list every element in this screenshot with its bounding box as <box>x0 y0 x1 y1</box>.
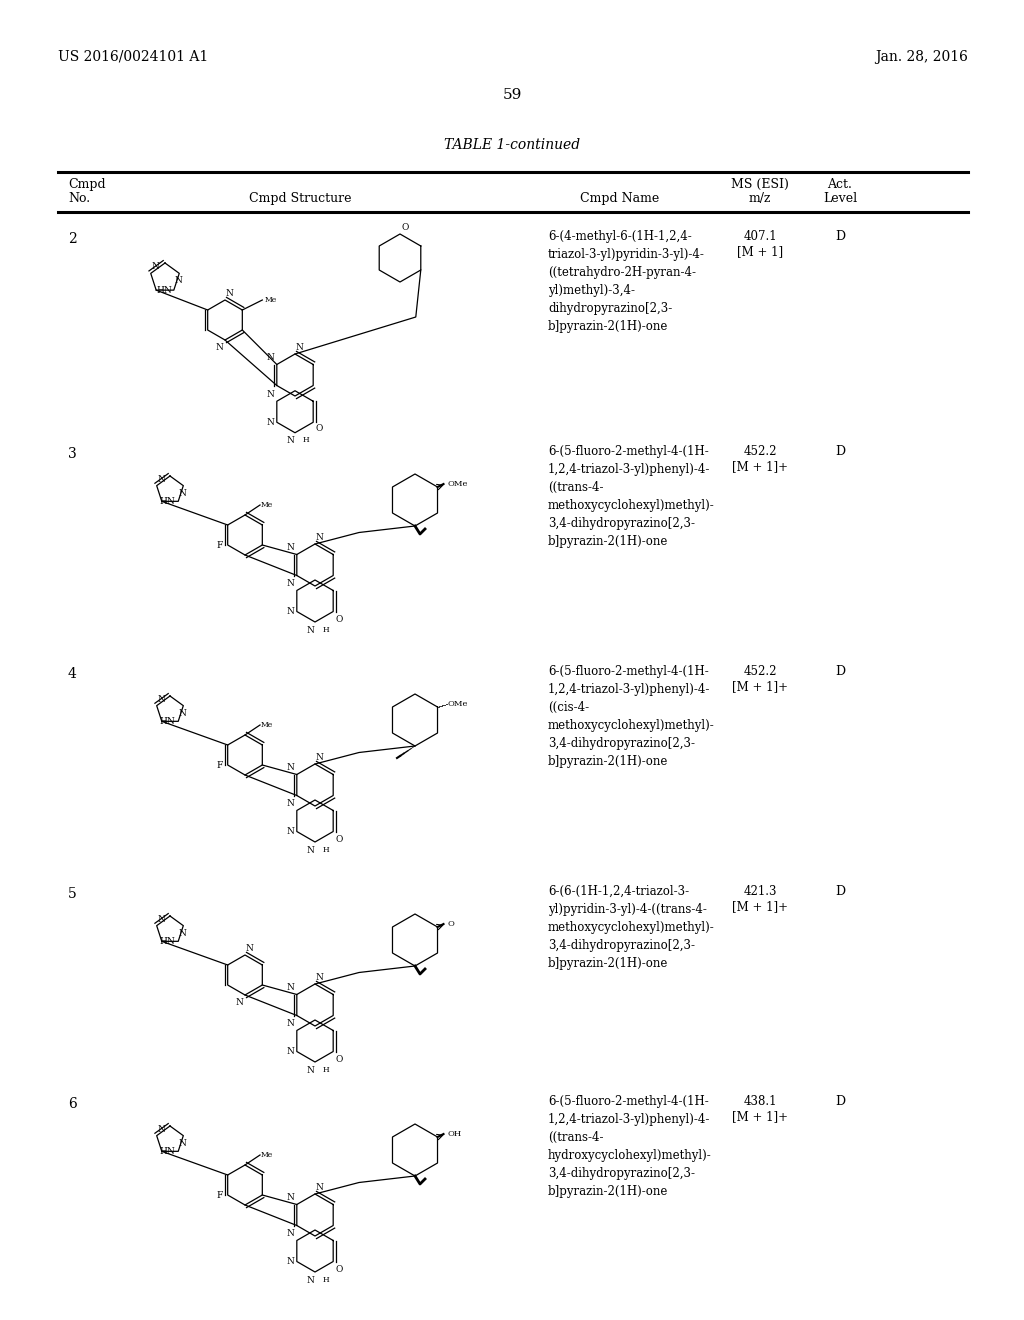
Text: N: N <box>246 944 254 953</box>
Text: 6: 6 <box>68 1097 77 1111</box>
Text: H: H <box>323 1067 330 1074</box>
Text: 3: 3 <box>68 447 77 461</box>
Text: O: O <box>335 615 343 623</box>
Text: N: N <box>316 752 324 762</box>
Text: HN: HN <box>156 285 172 294</box>
Text: 452.2
[M + 1]+: 452.2 [M + 1]+ <box>732 445 788 473</box>
Text: Cmpd Name: Cmpd Name <box>581 191 659 205</box>
Text: No.: No. <box>68 191 90 205</box>
Text: N: N <box>267 391 274 399</box>
Text: D: D <box>835 1096 845 1107</box>
Text: N: N <box>158 475 166 483</box>
Text: F: F <box>216 540 222 549</box>
Text: 6-(4-methyl-6-(1H-1,2,4-
triazol-3-yl)pyridin-3-yl)-4-
((tetrahydro-2H-pyran-4-
: 6-(4-methyl-6-(1H-1,2,4- triazol-3-yl)py… <box>548 230 705 333</box>
Text: N: N <box>296 343 304 352</box>
Text: N: N <box>287 983 295 993</box>
Text: D: D <box>835 665 845 678</box>
Text: H: H <box>323 1276 330 1284</box>
Text: N: N <box>306 1067 314 1074</box>
Text: 5: 5 <box>68 887 77 902</box>
Text: O: O <box>401 223 409 232</box>
Text: Me: Me <box>264 296 276 304</box>
Text: N: N <box>316 533 324 543</box>
Text: OMe: OMe <box>447 700 468 708</box>
Text: Cmpd Structure: Cmpd Structure <box>249 191 351 205</box>
Text: N: N <box>287 1193 295 1203</box>
Text: F: F <box>216 760 222 770</box>
Text: N: N <box>158 694 166 704</box>
Text: HN: HN <box>160 717 175 726</box>
Text: Jan. 28, 2016: Jan. 28, 2016 <box>876 50 968 63</box>
Text: N: N <box>316 973 324 982</box>
Text: 438.1
[M + 1]+: 438.1 [M + 1]+ <box>732 1096 788 1123</box>
Text: H: H <box>323 626 330 634</box>
Text: N: N <box>287 828 295 836</box>
Text: Level: Level <box>823 191 857 205</box>
Text: 6-(5-fluoro-2-methyl-4-(1H-
1,2,4-triazol-3-yl)phenyl)-4-
((cis-4-
methoxycycloh: 6-(5-fluoro-2-methyl-4-(1H- 1,2,4-triazo… <box>548 665 715 768</box>
Text: N: N <box>287 763 295 772</box>
Text: D: D <box>835 884 845 898</box>
Text: N: N <box>287 1019 295 1028</box>
Text: N: N <box>178 1139 186 1147</box>
Text: D: D <box>835 230 845 243</box>
Text: N: N <box>306 846 314 855</box>
Text: D: D <box>835 445 845 458</box>
Text: N: N <box>287 544 295 553</box>
Text: OH: OH <box>447 1130 462 1138</box>
Text: 6-(6-(1H-1,2,4-triazol-3-
yl)pyridin-3-yl)-4-((trans-4-
methoxycyclohexyl)methyl: 6-(6-(1H-1,2,4-triazol-3- yl)pyridin-3-y… <box>548 884 715 970</box>
Text: 407.1
[M + 1]: 407.1 [M + 1] <box>737 230 783 257</box>
Text: N: N <box>267 354 274 363</box>
Text: Me: Me <box>261 721 273 729</box>
Text: N: N <box>287 800 295 808</box>
Text: O: O <box>335 1055 343 1064</box>
Text: N: N <box>178 488 186 498</box>
Text: TABLE 1-continued: TABLE 1-continued <box>444 139 580 152</box>
Text: N: N <box>215 343 223 352</box>
Text: N: N <box>286 436 294 445</box>
Text: 6-(5-fluoro-2-methyl-4-(1H-
1,2,4-triazol-3-yl)phenyl)-4-
((trans-4-
hydroxycycl: 6-(5-fluoro-2-methyl-4-(1H- 1,2,4-triazo… <box>548 1096 712 1199</box>
Text: 4: 4 <box>68 667 77 681</box>
Text: 421.3
[M + 1]+: 421.3 [M + 1]+ <box>732 884 788 913</box>
Text: N: N <box>174 276 182 285</box>
Text: Cmpd: Cmpd <box>68 178 105 191</box>
Text: N: N <box>158 915 166 924</box>
Text: N: N <box>316 1183 324 1192</box>
Text: N: N <box>287 1047 295 1056</box>
Text: N: N <box>306 1276 314 1284</box>
Text: HN: HN <box>160 1147 175 1156</box>
Text: N: N <box>287 579 295 589</box>
Text: m/z: m/z <box>749 191 771 205</box>
Text: N: N <box>226 289 233 298</box>
Text: O: O <box>447 920 455 928</box>
Text: 59: 59 <box>503 88 521 102</box>
Text: HN: HN <box>160 496 175 506</box>
Text: N: N <box>178 929 186 937</box>
Text: 452.2
[M + 1]+: 452.2 [M + 1]+ <box>732 665 788 693</box>
Text: O: O <box>335 834 343 843</box>
Text: N: N <box>287 1257 295 1266</box>
Text: N: N <box>306 626 314 635</box>
Text: N: N <box>158 1125 166 1134</box>
Text: N: N <box>152 263 160 272</box>
Text: Me: Me <box>261 1151 273 1159</box>
Text: MS (ESI): MS (ESI) <box>731 178 788 191</box>
Text: Me: Me <box>261 502 273 510</box>
Text: N: N <box>287 1229 295 1238</box>
Text: N: N <box>267 417 274 426</box>
Text: 6-(5-fluoro-2-methyl-4-(1H-
1,2,4-triazol-3-yl)phenyl)-4-
((trans-4-
methoxycycl: 6-(5-fluoro-2-methyl-4-(1H- 1,2,4-triazo… <box>548 445 715 548</box>
Text: O: O <box>335 1265 343 1274</box>
Text: OMe: OMe <box>447 480 468 488</box>
Text: 2: 2 <box>68 232 77 246</box>
Text: O: O <box>315 424 323 433</box>
Text: HN: HN <box>160 937 175 946</box>
Text: N: N <box>287 607 295 616</box>
Text: F: F <box>216 1191 222 1200</box>
Text: N: N <box>178 709 186 718</box>
Text: N: N <box>236 998 243 1007</box>
Text: H: H <box>323 846 330 854</box>
Text: H: H <box>303 436 309 444</box>
Text: Act.: Act. <box>827 178 852 191</box>
Text: US 2016/0024101 A1: US 2016/0024101 A1 <box>58 50 208 63</box>
